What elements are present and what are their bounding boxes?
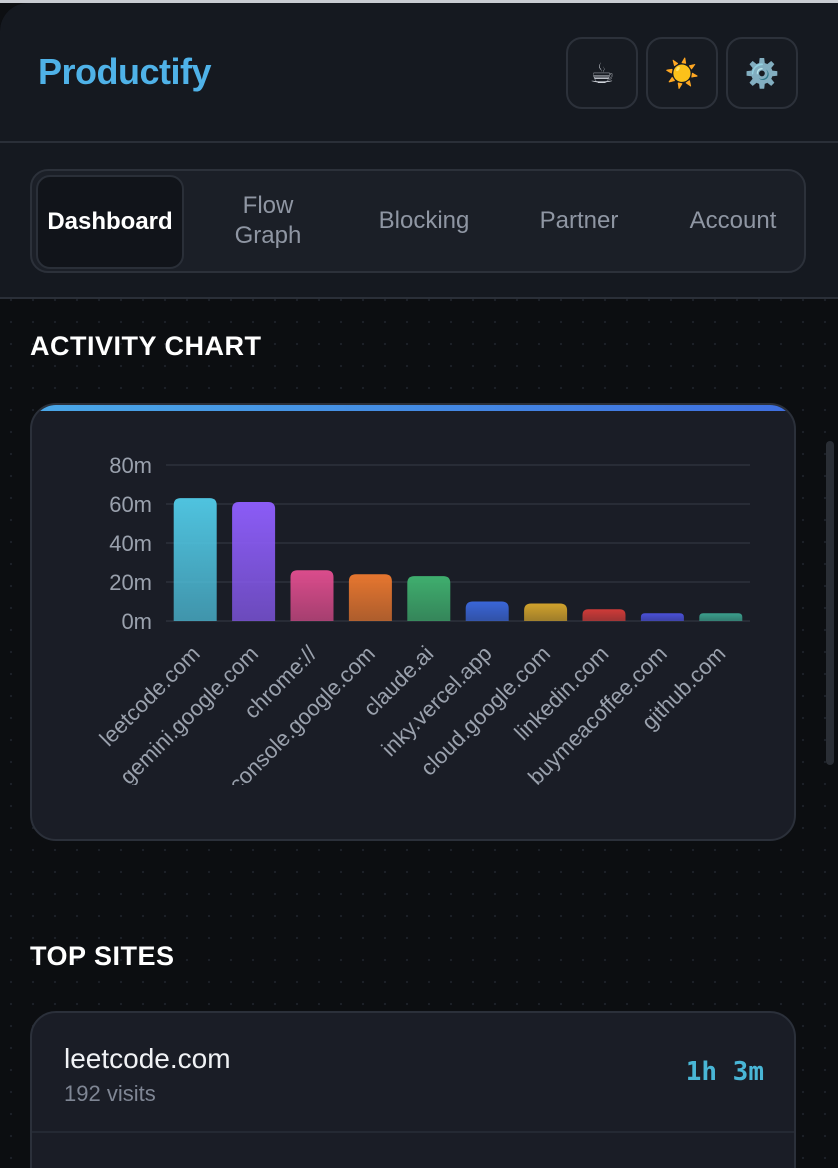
bar-claude.ai[interactable] <box>407 576 451 621</box>
scrollbar-thumb[interactable] <box>826 441 834 765</box>
card-accent-bar <box>32 405 794 411</box>
sun-icon: ☀️ <box>664 57 700 89</box>
y-tick-label: 20m <box>109 570 152 595</box>
bar-buymeacoffee.com[interactable] <box>640 613 684 621</box>
header: Productify ☕ ☀️ ⚙️ <box>0 3 838 143</box>
activity-bar-chart: 0m 20m 40m 60m 80m leetcode.comgemini.google.… <box>95 453 750 785</box>
nav-area: Dashboard Flow Graph Blocking Partner Ac… <box>0 143 838 299</box>
settings-button[interactable]: ⚙️ <box>726 37 798 109</box>
tab-bar: Dashboard Flow Graph Blocking Partner Ac… <box>30 169 806 273</box>
divider <box>32 1131 794 1133</box>
window-top-edge <box>0 0 838 3</box>
tab-dashboard[interactable]: Dashboard <box>36 175 184 269</box>
site-visits: 192 visits <box>64 1081 156 1106</box>
gear-icon: ⚙️ <box>744 57 780 89</box>
x-tick-labels: leetcode.comgemini.google.comchrome://co… <box>95 640 731 785</box>
coffee-button[interactable]: ☕ <box>566 37 638 109</box>
top-sites-heading: TOP SITES <box>30 941 175 971</box>
list-item[interactable]: leetcode.com 192 visits 1h 3m <box>32 1013 794 1131</box>
bar-console.google.com[interactable] <box>348 574 392 621</box>
site-time: 1h 3m <box>685 1057 764 1087</box>
tab-partner[interactable]: Partner <box>539 207 619 234</box>
coffee-icon: ☕ <box>589 57 615 89</box>
activity-chart-card: 0m 20m 40m 60m 80m leetcode.com gemini.google.… <box>30 403 796 841</box>
tab-flow-graph[interactable]: Flow Graph <box>190 171 346 271</box>
app-title: Productify <box>38 51 212 92</box>
tab-account[interactable]: Account <box>689 207 777 234</box>
y-tick-label: 80m <box>109 453 152 478</box>
site-name: leetcode.com <box>64 1043 231 1074</box>
top-sites-list: leetcode.com 192 visits 1h 3m <box>30 1011 796 1168</box>
bar-chrome://[interactable] <box>290 570 334 621</box>
bar-inky.vercel.app[interactable] <box>465 601 509 622</box>
theme-toggle-button[interactable]: ☀️ <box>646 37 718 109</box>
bar-github.com[interactable] <box>699 613 743 621</box>
tab-blocking[interactable]: Blocking <box>378 207 470 234</box>
tab-flow-graph-label: Flow Graph <box>234 192 302 249</box>
activity-chart-heading: ACTIVITY CHART <box>30 331 262 361</box>
y-tick-label: 60m <box>109 492 152 517</box>
y-tick-label: 40m <box>109 531 152 556</box>
bar-cloud.google.com[interactable] <box>524 603 568 621</box>
x-tick-label: leetcode.com <box>95 641 205 751</box>
y-tick-label: 0m <box>121 609 152 634</box>
extension-popup: Productify ☕ ☀️ ⚙️ Dashboard Flow Graph … <box>0 3 838 1168</box>
bar-leetcode.com[interactable] <box>173 498 217 621</box>
bar-gemini.google.com[interactable] <box>232 502 276 621</box>
bar-linkedin.com[interactable] <box>582 609 626 621</box>
